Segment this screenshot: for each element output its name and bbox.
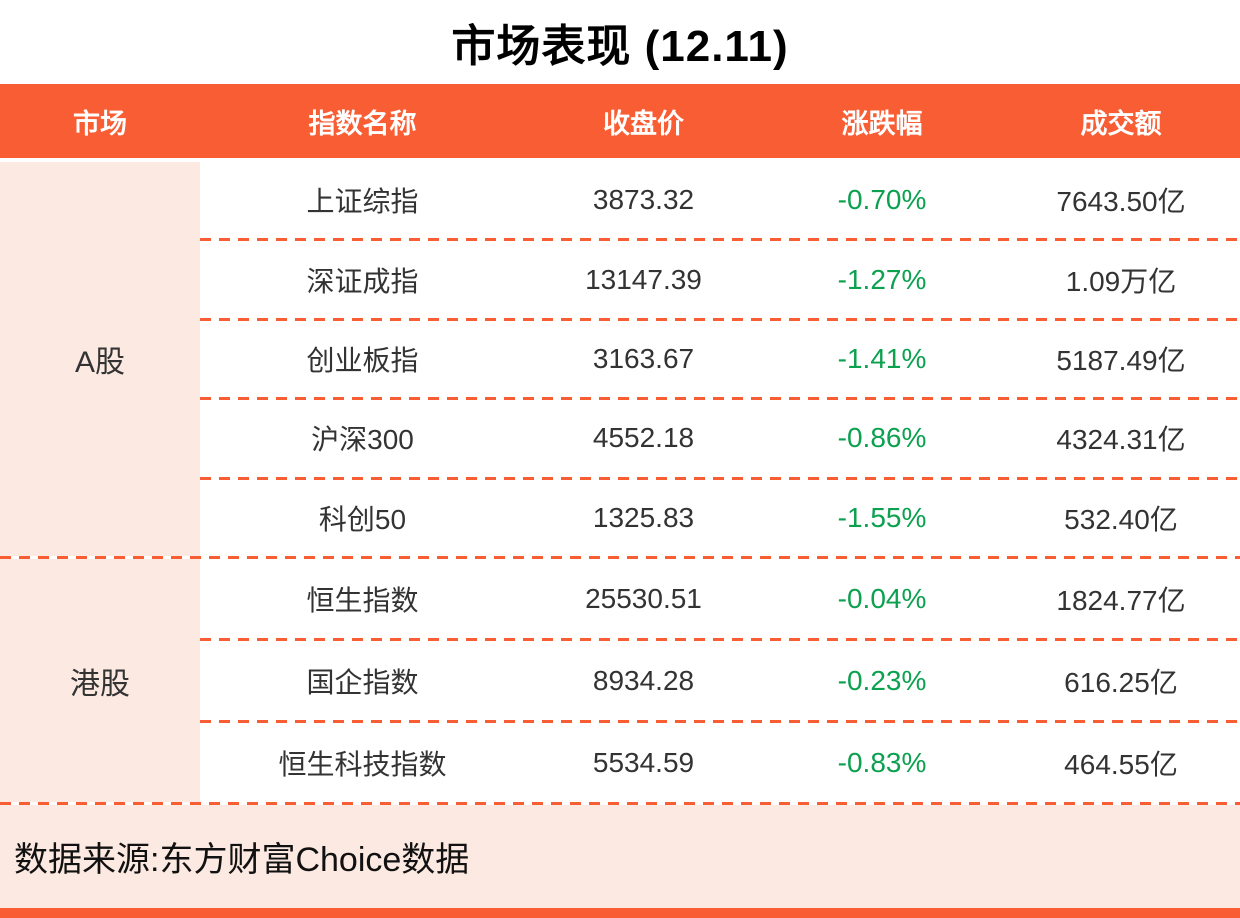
turnover-cell: 616.25亿 bbox=[1064, 666, 1178, 698]
table-row: 国企指数 8934.28 -0.23% 616.25亿 bbox=[200, 641, 1240, 720]
turnover-cell: 7643.50亿 bbox=[1056, 186, 1186, 218]
index-name-cell: 沪深300 bbox=[311, 424, 414, 456]
table-row: 科创50 1325.83 -1.55% 532.40亿 bbox=[200, 480, 1240, 556]
market-group-a-shares: A股 上证综指 3873.32 -0.70% 7643.50亿 深证成指 131… bbox=[0, 162, 1240, 556]
index-name-cell: 深证成指 bbox=[306, 265, 419, 297]
market-group-hk-shares: 港股 恒生指数 25530.51 -0.04% 1824.77亿 国企指数 89… bbox=[0, 559, 1240, 802]
index-name-cell: 创业板指 bbox=[306, 345, 419, 377]
header-turnover: 成交额 bbox=[1080, 108, 1162, 139]
table-row: 深证成指 13147.39 -1.27% 1.09万亿 bbox=[200, 241, 1240, 317]
close-cell: 25530.51 bbox=[585, 582, 702, 614]
close-cell: 3873.32 bbox=[592, 184, 695, 216]
header-index-name: 指数名称 bbox=[308, 108, 417, 139]
change-cell: -0.04% bbox=[837, 582, 927, 614]
close-cell: 4552.18 bbox=[592, 422, 695, 454]
row-divider bbox=[200, 476, 1240, 480]
table-row: 创业板指 3163.67 -1.41% 5187.49亿 bbox=[200, 321, 1240, 397]
index-name-cell: 上证综指 bbox=[306, 186, 419, 218]
title-bar: 市场表现 (12.11) bbox=[0, 0, 1240, 84]
turnover-cell: 1.09万亿 bbox=[1065, 265, 1177, 297]
header-market: 市场 bbox=[73, 108, 127, 139]
change-cell: -0.83% bbox=[837, 746, 927, 778]
change-cell: -1.27% bbox=[837, 263, 927, 295]
table-row: 沪深300 4552.18 -0.86% 4324.31亿 bbox=[200, 400, 1240, 476]
turnover-cell: 5187.49亿 bbox=[1056, 345, 1186, 377]
change-cell: -0.23% bbox=[837, 664, 927, 696]
row-divider bbox=[200, 397, 1240, 401]
change-cell: -1.55% bbox=[837, 501, 927, 533]
turnover-cell: 4324.31亿 bbox=[1056, 424, 1186, 456]
a-shares-rows: 上证综指 3873.32 -0.70% 7643.50亿 深证成指 13147.… bbox=[200, 162, 1240, 556]
change-cell: -0.70% bbox=[837, 184, 927, 216]
close-cell: 1325.83 bbox=[592, 501, 695, 533]
group-divider bbox=[0, 556, 1240, 559]
turnover-cell: 532.40亿 bbox=[1064, 503, 1178, 535]
turnover-cell: 1824.77亿 bbox=[1056, 584, 1186, 616]
close-cell: 5534.59 bbox=[592, 746, 695, 778]
page-title: 市场表现 (12.11) bbox=[451, 22, 789, 71]
turnover-cell: 464.55亿 bbox=[1064, 748, 1178, 780]
row-divider bbox=[200, 238, 1240, 242]
index-name-cell: 恒生科技指数 bbox=[278, 748, 447, 780]
hk-shares-rows: 恒生指数 25530.51 -0.04% 1824.77亿 国企指数 8934.… bbox=[200, 559, 1240, 802]
row-divider bbox=[200, 317, 1240, 321]
index-name-cell: 恒生指数 bbox=[306, 584, 419, 616]
table-header-row: 市场 指数名称 收盘价 涨跌幅 成交额 bbox=[0, 84, 1240, 158]
table-row: 上证综指 3873.32 -0.70% 7643.50亿 bbox=[200, 162, 1240, 238]
header-change-pct: 涨跌幅 bbox=[841, 108, 923, 139]
header-close-price: 收盘价 bbox=[603, 108, 684, 139]
index-name-cell: 科创50 bbox=[318, 503, 407, 535]
market-group-label: A股 bbox=[0, 162, 200, 556]
close-cell: 8934.28 bbox=[592, 664, 695, 696]
bottom-accent-bar bbox=[0, 908, 1240, 918]
header-gap bbox=[0, 158, 1240, 162]
close-cell: 3163.67 bbox=[592, 343, 695, 375]
index-name-cell: 国企指数 bbox=[306, 666, 419, 698]
close-cell: 13147.39 bbox=[585, 263, 702, 295]
data-source-note: 数据来源:东方财富Choice数据 bbox=[14, 841, 470, 879]
row-divider bbox=[200, 638, 1240, 641]
footer-divider bbox=[0, 802, 1240, 805]
market-group-label: 港股 bbox=[0, 559, 200, 802]
table-row: 恒生科技指数 5534.59 -0.83% 464.55亿 bbox=[200, 723, 1240, 802]
change-cell: -1.41% bbox=[837, 343, 927, 375]
table-row: 恒生指数 25530.51 -0.04% 1824.77亿 bbox=[200, 559, 1240, 638]
row-divider bbox=[200, 720, 1240, 723]
footer: 数据来源:东方财富Choice数据 bbox=[0, 805, 1240, 908]
change-cell: -0.86% bbox=[837, 422, 927, 454]
